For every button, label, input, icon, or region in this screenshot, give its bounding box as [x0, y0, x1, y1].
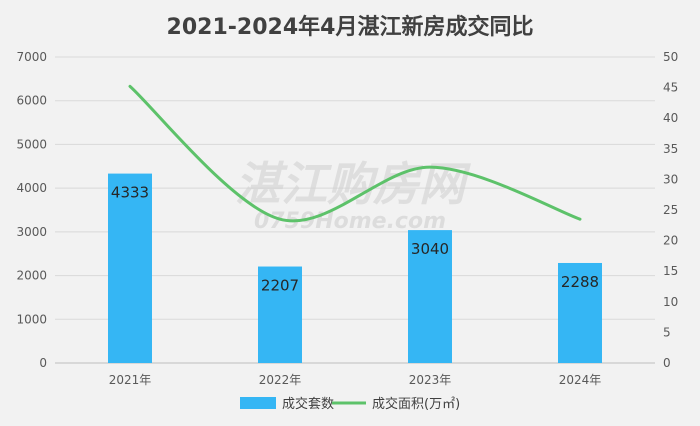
y-right-tick-label: 40 [663, 111, 678, 125]
y-right-tick-label: 5 [663, 325, 671, 339]
y-right-tick-label: 35 [663, 142, 678, 156]
y-left-tick-label: 1000 [16, 312, 47, 326]
x-tick-label: 2023年 [409, 373, 452, 387]
x-tick-label: 2024年 [559, 373, 602, 387]
y-left-tick-label: 5000 [16, 137, 47, 151]
y-left-tick-label: 3000 [16, 225, 47, 239]
watermark: 湛江购房网 0759Home.com [235, 157, 471, 234]
bar [108, 173, 152, 363]
legend-label-line: 成交面积(万㎡) [372, 396, 460, 412]
x-tick-label: 2022年 [259, 373, 302, 387]
bar-series [108, 173, 602, 363]
y-left-tick-label: 4000 [16, 181, 47, 195]
gridlines [55, 56, 655, 364]
y-left-tick-label: 2000 [16, 269, 47, 283]
watermark-main: 湛江购房网 [235, 157, 471, 211]
watermark-sub: 0759Home.com [254, 209, 446, 234]
bar-data-label: 3040 [411, 240, 449, 258]
x-tick-label: 2021年 [109, 373, 152, 387]
y-right-tick-label: 30 [663, 172, 678, 186]
legend-swatch-bars [240, 397, 276, 409]
bar-data-label: 2207 [261, 277, 299, 295]
legend-label-bars: 成交套数 [282, 396, 334, 412]
y-left-tick-label: 0 [39, 356, 47, 370]
area-line [128, 84, 582, 223]
y-right-tick-label: 50 [663, 50, 678, 64]
y-right-tick-label: 0 [663, 356, 671, 370]
legend: 成交套数 成交面积(万㎡) [240, 396, 460, 412]
bar [258, 266, 302, 363]
y-right-tick-label: 20 [663, 234, 678, 248]
y-left-tick-label: 7000 [16, 50, 47, 64]
line-series [128, 84, 582, 223]
y-right-tick-label: 10 [663, 295, 678, 309]
bar-data-label: 4333 [111, 184, 149, 202]
y-right-tick-label: 25 [663, 203, 678, 217]
y-left-tick-label: 6000 [16, 94, 47, 108]
chart-title: 2021-2024年4月湛江新房成交同比 [167, 14, 534, 40]
y-right-tick-label: 15 [663, 264, 678, 278]
y-right-tick-label: 45 [663, 81, 678, 95]
bar [408, 230, 452, 363]
bar-data-label: 2288 [561, 273, 599, 291]
data-labels: 4333 2207 3040 2288 [111, 184, 599, 295]
axes: 0 1000 2000 3000 4000 5000 6000 7000 0 5 10 15 20 25 3… [16, 50, 678, 387]
bar [558, 262, 602, 363]
